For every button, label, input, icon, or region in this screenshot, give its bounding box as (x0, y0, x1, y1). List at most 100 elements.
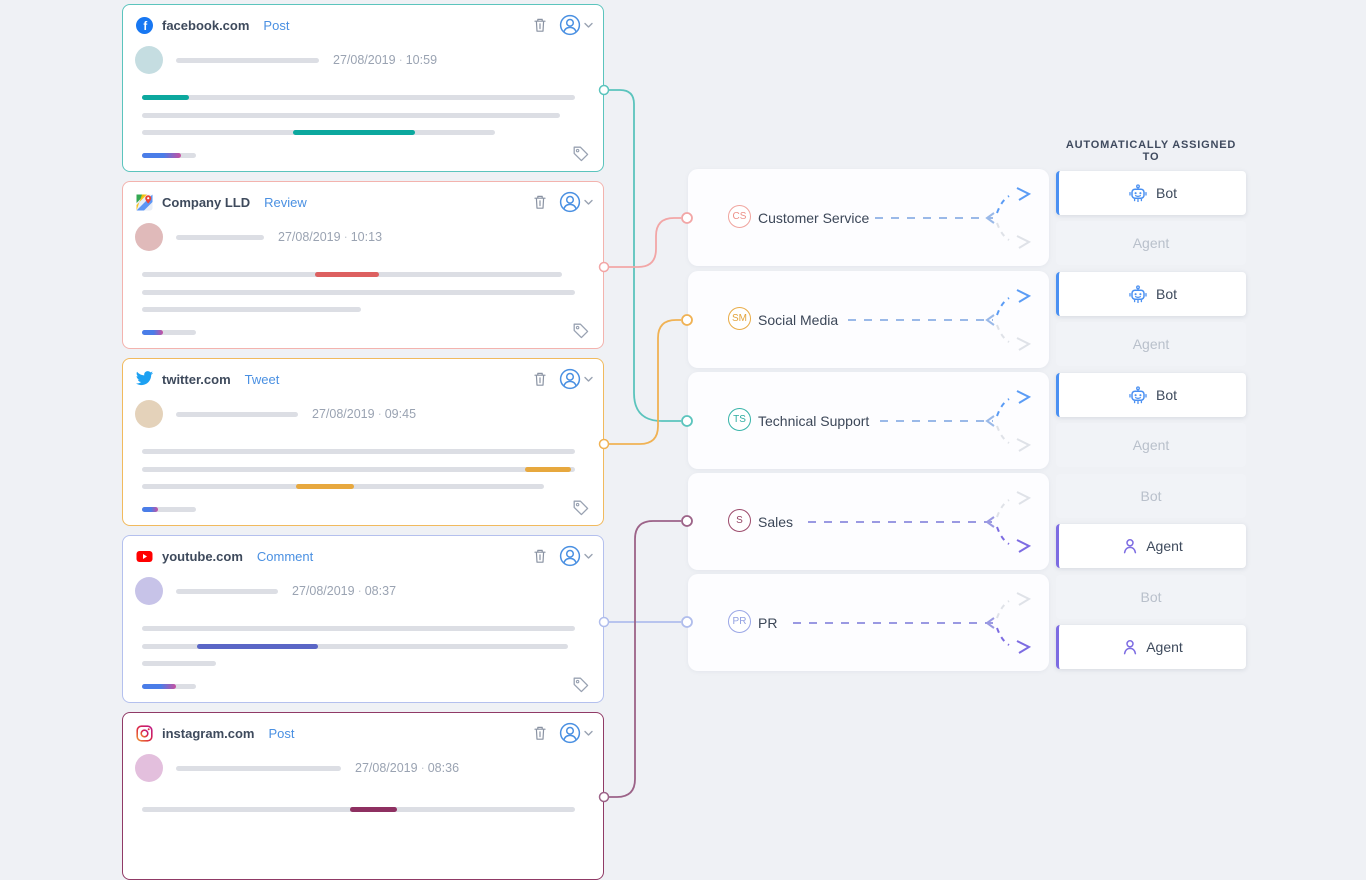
author-name-skeleton (176, 411, 298, 417)
post-datetime: 27/08/2019 · 10:59 (333, 53, 438, 67)
post-card-twitter: twitter.com Tweet 27/08/2019 · 09:45 (122, 358, 604, 526)
category-label: Sales (758, 513, 794, 530)
post-card-header: instagram.com Post (136, 719, 593, 747)
author-name-skeleton (176, 234, 264, 240)
avatar (135, 223, 163, 251)
svg-text:f: f (143, 21, 147, 33)
tag-icon[interactable] (572, 499, 590, 517)
assign-agent-pr[interactable]: Agent (1056, 625, 1246, 669)
author-name-skeleton (176, 765, 341, 771)
text-skeleton (142, 661, 216, 666)
delete-button[interactable] (533, 194, 547, 210)
post-card-header: Company LLD Review (136, 188, 593, 216)
bot-icon (1128, 184, 1148, 202)
assign-label: Bot (1140, 488, 1162, 504)
assign-label: Bot (1155, 286, 1177, 302)
tag-icon[interactable] (572, 322, 590, 340)
assign-bot-social-media[interactable]: Bot (1056, 272, 1246, 316)
routing-fork (875, 187, 1032, 249)
routing-fork (848, 289, 1032, 351)
post-source: youtube.com (162, 548, 243, 564)
post-card-header: f facebook.com Post (136, 11, 593, 39)
assign-label: Bot (1140, 589, 1162, 605)
post-datetime: 27/08/2019 · 08:37 (292, 584, 397, 598)
author-name-skeleton (176, 57, 319, 63)
bot-icon (1128, 386, 1148, 404)
user-circle-icon (559, 14, 581, 36)
assign-label: Bot (1155, 185, 1177, 201)
post-card-facebook: f facebook.com Post 27/08/2019 · 10:59 (122, 4, 604, 172)
category-label: Social Media (758, 311, 839, 328)
post-type-link[interactable]: Review (264, 194, 307, 210)
text-skeleton (142, 113, 560, 118)
text-skeleton (142, 272, 562, 277)
category-technical-support: TS Technical Support (688, 372, 1049, 469)
assign-bot-pr[interactable]: Bot (1056, 575, 1246, 619)
category-sales: S Sales (688, 473, 1049, 570)
post-type-link[interactable]: Post (268, 725, 295, 741)
category-badge: S (728, 509, 751, 532)
assign-bot-technical-support[interactable]: Bot (1056, 373, 1246, 417)
post-type-link[interactable]: Comment (256, 548, 314, 564)
post-type-link[interactable]: Tweet (244, 371, 280, 387)
workflow-canvas: { "header": { "assigned_to": "AUTOMATICA… (122, 4, 1246, 880)
post-source: facebook.com (162, 17, 250, 33)
category-customer-service: CS Customer Service (688, 169, 1049, 266)
twitter-icon (136, 370, 153, 388)
avatar (135, 577, 163, 605)
avatar (135, 754, 163, 782)
agent-icon (1122, 538, 1138, 554)
text-skeleton (142, 626, 575, 631)
assign-label: Agent (1132, 336, 1170, 352)
post-author-row: 27/08/2019 · 09:45 (135, 400, 416, 428)
delete-button[interactable] (533, 725, 547, 741)
tag-icon[interactable] (572, 676, 590, 694)
text-skeleton (142, 644, 568, 649)
assignee-dropdown[interactable] (559, 368, 593, 390)
assignee-dropdown[interactable] (559, 545, 593, 567)
post-source: Company LLD (162, 194, 251, 210)
category-badge: SM (728, 307, 751, 330)
post-source: instagram.com (162, 725, 255, 741)
assign-agent-sales[interactable]: Agent (1056, 524, 1246, 568)
assigned-to-header: AUTOMATICALLY ASSIGNED TO (1065, 139, 1237, 163)
assign-bot-sales[interactable]: Bot (1056, 474, 1246, 518)
chevron-down-icon (584, 199, 593, 206)
category-label: Customer Service (758, 209, 870, 226)
text-skeleton (142, 484, 544, 489)
post-datetime: 27/08/2019 · 09:45 (312, 407, 417, 421)
assignee-dropdown[interactable] (559, 14, 593, 36)
text-skeleton (142, 290, 575, 295)
assign-label: Agent (1146, 538, 1183, 554)
text-skeleton (142, 95, 575, 100)
routing-fork (808, 491, 1032, 553)
assignee-dropdown[interactable] (559, 722, 593, 744)
post-type-link[interactable]: Post (263, 17, 290, 33)
link-skeleton (142, 507, 196, 512)
user-circle-icon (559, 368, 581, 390)
assign-label: Bot (1155, 387, 1177, 403)
youtube-icon (136, 548, 153, 565)
user-circle-icon (559, 545, 581, 567)
category-social-media: SM Social Media (688, 271, 1049, 368)
avatar (135, 46, 163, 74)
delete-button[interactable] (533, 371, 547, 387)
text-skeleton (142, 807, 575, 812)
post-source: twitter.com (162, 371, 231, 387)
assign-agent-customer-service[interactable]: Agent (1056, 221, 1246, 265)
assign-label: Agent (1146, 639, 1183, 655)
category-label: Technical Support (758, 412, 870, 429)
delete-button[interactable] (533, 548, 547, 564)
google-maps-icon (136, 194, 153, 211)
delete-button[interactable] (533, 17, 547, 33)
category-pr: PR PR (688, 574, 1049, 671)
category-badge: TS (728, 408, 751, 431)
agent-icon (1122, 639, 1138, 655)
post-author-row: 27/08/2019 · 10:13 (135, 223, 382, 251)
tag-icon[interactable] (572, 145, 590, 163)
assignee-dropdown[interactable] (559, 191, 593, 213)
assign-bot-customer-service[interactable]: Bot (1056, 171, 1246, 215)
category-label: PR (758, 614, 778, 631)
assign-agent-technical-support[interactable]: Agent (1056, 423, 1246, 467)
assign-agent-social-media[interactable]: Agent (1056, 322, 1246, 366)
